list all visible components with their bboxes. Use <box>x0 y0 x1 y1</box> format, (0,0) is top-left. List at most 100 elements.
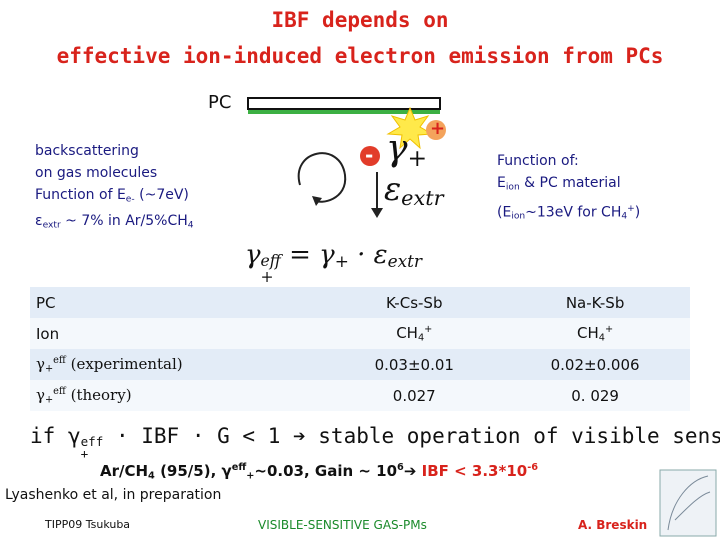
text-run: 0.02±0.006 <box>550 355 640 374</box>
gamma-symbol: γ+ <box>386 128 427 172</box>
table: PC K-Cs-Sb Na-K-Sb Ion CH4+ CH4+ γ+eff (experi… <box>30 287 690 411</box>
table-row: Ion CH4+ CH4+ <box>30 318 690 349</box>
note-line: Eion & PC material <box>497 172 640 198</box>
subscript: extr <box>42 220 61 231</box>
superscript: eff <box>53 354 66 366</box>
superscript: eff <box>260 252 281 271</box>
subscript: 4 <box>621 211 628 222</box>
text-run: (95/5), γ <box>154 462 232 480</box>
backscatter-arrow <box>297 152 347 203</box>
subscript: 4 <box>598 332 605 344</box>
superscript: eff <box>80 433 104 449</box>
text-run: PC <box>36 293 56 312</box>
text-run: · IBF · G < 1 <box>103 424 293 448</box>
ion-sign: + <box>430 118 446 139</box>
result: Ar/CH4 (95/5), γeff+~0.03, Gain ~ 106➔ I… <box>100 462 538 481</box>
subscript: 4 <box>417 332 425 344</box>
text-run: = γ <box>280 240 335 270</box>
text-run: (theory) <box>65 385 132 404</box>
text-run: Ar/CH <box>100 462 149 480</box>
text-run: γ <box>36 354 45 373</box>
subscript: + <box>260 267 274 286</box>
text-run: on gas molecules <box>35 165 158 181</box>
text-run: ~13eV for CH <box>525 204 622 221</box>
text-run: Function of E <box>35 187 126 203</box>
text-run: γ <box>67 424 81 448</box>
table-cell: PC <box>30 287 329 318</box>
subscript: + <box>44 394 54 406</box>
topic: VISIBLE-SENSITIVE GAS-PMs <box>258 518 427 532</box>
text-run: CH <box>577 323 599 342</box>
text-run: ε <box>35 213 43 230</box>
ion <box>426 120 446 140</box>
title-line: effective ion-induced electron emission … <box>56 44 664 68</box>
table-cell: K-Cs-Sb <box>328 287 501 318</box>
superscript: eff <box>231 462 247 474</box>
result-main: Ar/CH4 (95/5), γeff+~0.03, Gain ~ 106➔ <box>100 462 422 482</box>
note-line: Function of Ee- (~7eV) <box>35 184 194 210</box>
text-run: Ion <box>36 324 60 343</box>
epsilon-symbol: εextr <box>384 170 444 210</box>
arrow-head <box>312 196 322 206</box>
sub-sup: + eff <box>261 254 281 285</box>
subscript: 4 <box>187 220 194 231</box>
text-run: (~7eV) <box>134 187 189 203</box>
text-run: (E <box>497 204 512 221</box>
superscript: eff <box>53 385 66 397</box>
note-line: backscattering <box>35 140 194 162</box>
note-line: on gas molecules <box>35 162 194 184</box>
table-body: PC K-Cs-Sb Na-K-Sb Ion CH4+ CH4+ γ+eff (experi… <box>30 287 690 411</box>
sub-sup: + eff <box>80 433 104 462</box>
conference: TIPP09 Tsukuba <box>45 518 131 531</box>
subscript: extr <box>387 251 422 272</box>
text-run: ~0.03, Gain ~ 10 <box>254 462 398 480</box>
pc-plate <box>247 97 441 110</box>
subscript: + <box>246 470 255 482</box>
text-run: 0. 029 <box>571 386 619 405</box>
condition: if γ + eff · IBF · G < 1 ➔ stable operatio… <box>30 424 720 461</box>
pc-layer <box>248 110 440 114</box>
text-run: K-Cs-Sb <box>386 293 443 312</box>
text-run: Na-K-Sb <box>565 293 625 312</box>
text-run: · ε <box>348 240 388 270</box>
text-run: ➔ <box>403 462 422 480</box>
table-cell: CH4+ <box>500 318 690 349</box>
subscript: ion <box>511 211 526 222</box>
text-run: (experimental) <box>65 354 183 373</box>
logo-art <box>667 475 711 531</box>
text-run: ~ 7% in Ar/5%CH <box>60 213 188 230</box>
text-run: if <box>30 424 68 448</box>
table-cell: Ion <box>30 318 329 349</box>
electron <box>360 146 380 166</box>
text-run: γ <box>245 240 261 270</box>
table-cell: Na-K-Sb <box>500 287 690 318</box>
table-row: γ+eff (theory) 0.027 0. 029 <box>30 380 690 411</box>
result-ibf: IBF < 3.3*10-6 <box>422 462 538 480</box>
subscript: + <box>80 446 89 462</box>
logo <box>659 469 717 537</box>
text-run: γ <box>36 385 45 404</box>
formula: γ + eff = γ + · εextr <box>245 240 422 285</box>
reference: Lyashenko et al, in preparation <box>5 487 222 503</box>
text-run: CH <box>396 323 418 342</box>
superscript: -6 <box>527 462 539 474</box>
subscript: + <box>407 143 428 172</box>
text-run: backscattering <box>35 143 139 159</box>
subscript: extr <box>401 186 444 211</box>
text-run: ➔ stable operation of visible sensitive … <box>293 424 720 448</box>
superscript: 6 <box>397 462 404 474</box>
table-cell: 0.027 <box>328 380 501 411</box>
text-run: & PC material <box>519 175 621 191</box>
author: A. Breskin <box>578 518 648 532</box>
arrow-head <box>371 208 383 218</box>
text-run: Function of: <box>497 153 579 169</box>
note-line: Function of: <box>497 150 640 172</box>
text-run: E <box>497 175 506 191</box>
pc-label: PC <box>208 92 232 113</box>
table-cell: γ+eff (theory) <box>30 380 329 411</box>
superscript: + <box>605 323 614 335</box>
text-run: γ <box>386 128 408 169</box>
note-line: εextr ~ 7% in Ar/5%CH4 <box>35 210 194 236</box>
